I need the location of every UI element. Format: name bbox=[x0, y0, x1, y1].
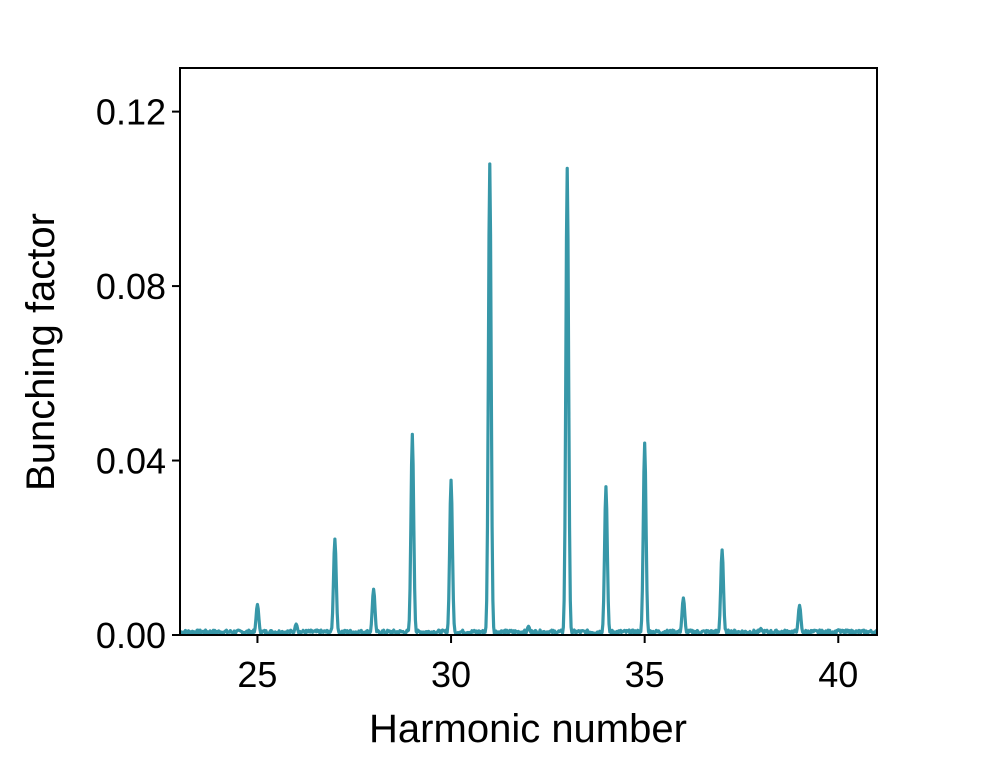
x-tick-label: 25 bbox=[237, 654, 277, 695]
x-tick-label: 35 bbox=[625, 654, 665, 695]
axis-ticks: 25 30 35 40 0.00 0.04 0.08 0.12 bbox=[96, 92, 858, 695]
y-tick-label: 0.12 bbox=[96, 92, 166, 133]
y-tick-label: 0.08 bbox=[96, 266, 166, 307]
bunching-factor-series-line bbox=[180, 162, 877, 635]
x-axis-title: Harmonic number bbox=[369, 707, 687, 751]
x-tick-label: 40 bbox=[818, 654, 858, 695]
x-tick-label: 30 bbox=[431, 654, 471, 695]
y-tick-label: 0.00 bbox=[96, 615, 166, 656]
y-axis-title: Bunching factor bbox=[19, 213, 63, 491]
plot-area bbox=[180, 162, 877, 635]
plot-frame bbox=[179, 67, 878, 636]
y-tick-label: 0.04 bbox=[96, 441, 166, 482]
